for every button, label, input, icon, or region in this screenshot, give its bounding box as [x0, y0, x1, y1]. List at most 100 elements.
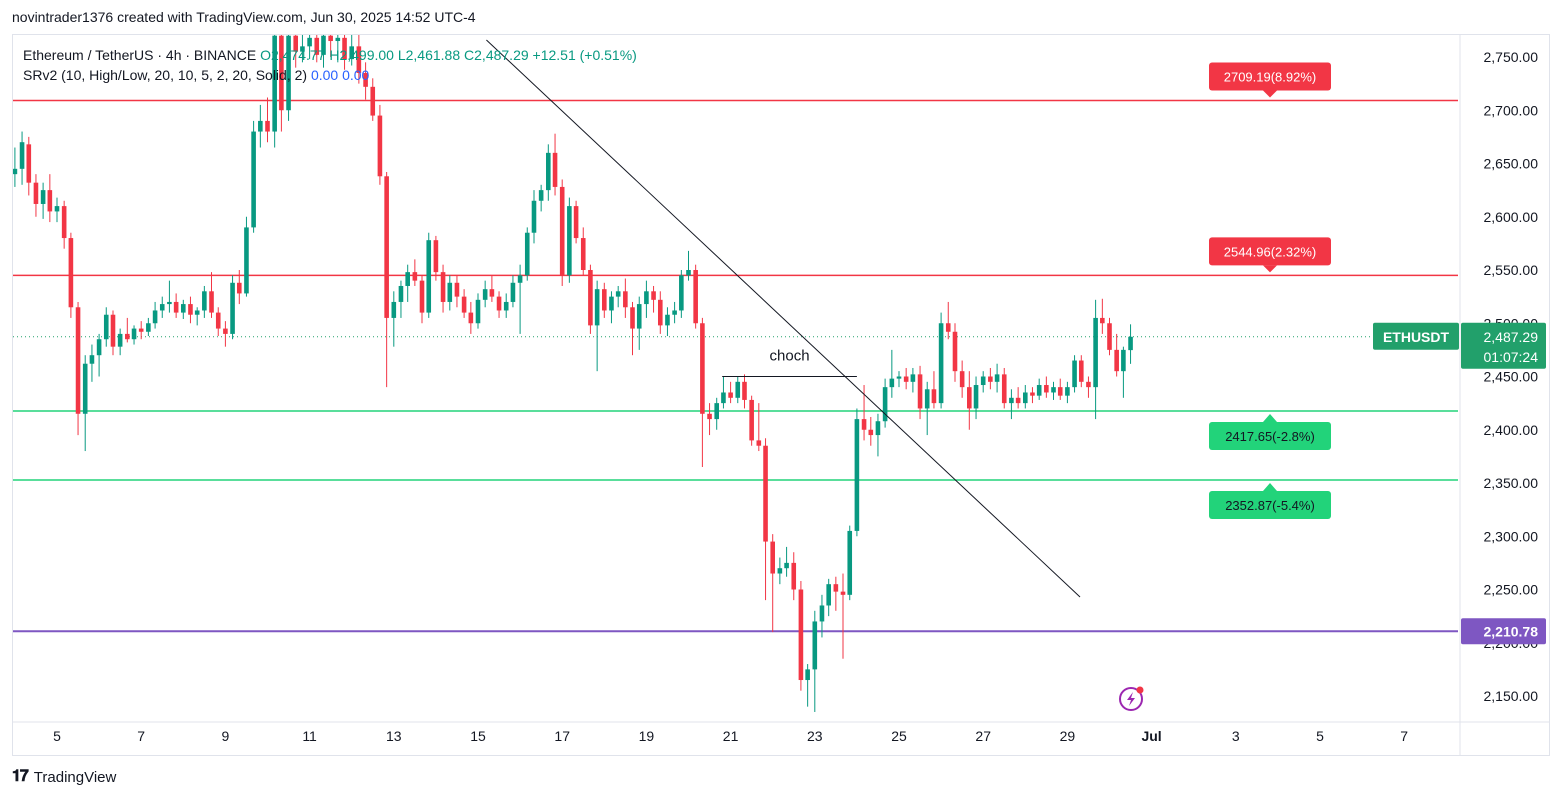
- candle-body: [454, 282, 460, 297]
- candle-body: [938, 323, 944, 404]
- candle-body: [349, 46, 354, 60]
- candle-body: [868, 429, 874, 436]
- candle-body: [552, 152, 558, 187]
- candle-body: [756, 440, 762, 446]
- candle-body: [531, 200, 537, 233]
- candle-body: [1009, 397, 1014, 404]
- y-tick-label: 2,600.00: [1484, 209, 1539, 225]
- candle-body: [321, 35, 326, 55]
- indicator-value-2: 0.00: [342, 67, 370, 83]
- candle-body: [440, 272, 446, 302]
- candle-body: [967, 387, 972, 409]
- candle-body: [798, 589, 804, 681]
- candle-body: [1072, 360, 1077, 388]
- open-value: O2,474.77: [260, 47, 326, 63]
- brand-name[interactable]: TradingView: [33, 768, 117, 786]
- candle-body: [279, 35, 284, 111]
- candle-body: [75, 307, 81, 414]
- level-tag-text: 2544.96(2.32%): [1224, 244, 1317, 259]
- y-tick-label: 2,450.00: [1484, 369, 1539, 385]
- candle-body: [272, 35, 277, 132]
- x-tick-label: 25: [891, 728, 907, 744]
- candle-body: [594, 289, 600, 326]
- candle-body: [342, 37, 347, 60]
- level-tag-text: 2417.65(-2.8%): [1225, 429, 1315, 444]
- candle-body: [567, 206, 572, 276]
- candle-body: [475, 299, 481, 324]
- candle-body: [1107, 323, 1112, 350]
- candle-body: [812, 621, 818, 670]
- candle-body: [173, 301, 179, 313]
- lightning-icon-dot: [1136, 686, 1144, 694]
- attribution-header: novintrader1376 created with TradingView…: [12, 9, 476, 25]
- level-tag-box: [1209, 421, 1331, 450]
- candle-body: [875, 421, 881, 436]
- tradingview-logo-icon[interactable]: 𝟏𝟕: [12, 768, 29, 785]
- candle-body: [1030, 392, 1035, 396]
- candle-body: [777, 568, 783, 574]
- candle-body: [686, 270, 691, 276]
- candle-body: [503, 301, 509, 311]
- candle-body: [524, 232, 530, 276]
- candle-body: [188, 304, 193, 315]
- change-value: +12.51 (+0.51%): [532, 47, 637, 63]
- candle-body: [398, 285, 404, 302]
- candle-body: [517, 275, 523, 283]
- candle-body: [847, 530, 853, 595]
- candle-body: [657, 299, 663, 326]
- symbol-price-tag: ETHUSDT 2,487.29 01:07:24: [1373, 322, 1546, 369]
- y-tick-label: 2,400.00: [1484, 422, 1539, 438]
- candle-body: [468, 312, 474, 324]
- candle-body: [363, 72, 368, 87]
- candle-body: [82, 363, 88, 414]
- candle-body: [26, 144, 32, 183]
- candle-body: [742, 381, 747, 400]
- candle-body: [47, 190, 53, 212]
- candle-body: [714, 403, 720, 420]
- x-tick-label: 13: [386, 728, 402, 744]
- candle-body: [602, 289, 607, 311]
- candle-body: [805, 669, 810, 681]
- candle-body: [952, 331, 958, 372]
- legend-row-indicator: SRv2 (10, High/Low, 20, 10, 5, 2, 20, So…: [23, 65, 637, 85]
- purple-tag-text: 2,210.78: [1484, 623, 1539, 639]
- candle-body: [68, 238, 74, 308]
- candle-body: [700, 323, 705, 414]
- y-tick-label: 2,550.00: [1484, 262, 1539, 278]
- candle-body: [559, 186, 565, 276]
- y-tick-label: 2,250.00: [1484, 582, 1539, 598]
- candle-body: [735, 381, 741, 398]
- x-tick-label: 27: [975, 728, 991, 744]
- candle-body: [265, 120, 270, 132]
- countdown-text: 01:07:24: [1484, 349, 1539, 365]
- level-tag-box: [1209, 62, 1331, 91]
- level-tag-text: 2352.87(-5.4%): [1225, 498, 1315, 513]
- candle-body: [96, 339, 102, 356]
- y-tick-label: 2,150.00: [1484, 688, 1539, 704]
- candle-body: [335, 37, 341, 42]
- candle-body: [538, 190, 544, 201]
- symbol-label[interactable]: Ethereum / TetherUS · 4h · BINANCE: [23, 47, 257, 63]
- level-tag-text: 2709.19(8.92%): [1224, 69, 1317, 84]
- candle-body: [672, 310, 677, 315]
- candle-body: [328, 35, 333, 42]
- candle-body: [117, 333, 123, 347]
- indicator-label[interactable]: SRv2 (10, High/Low, 20, 10, 5, 2, 20, So…: [23, 67, 308, 83]
- candle-body: [433, 240, 439, 273]
- y-tick-label: 2,750.00: [1484, 49, 1539, 65]
- candle-body: [244, 227, 249, 294]
- candle-body: [623, 291, 628, 308]
- level-tag-pointer: [1263, 482, 1277, 491]
- candle-body: [651, 291, 656, 300]
- candle-body: [13, 168, 18, 175]
- purple-tag-box: [1461, 618, 1546, 645]
- candle-body: [665, 314, 670, 326]
- level-tag-box: [1209, 237, 1331, 266]
- candle-body: [223, 328, 228, 334]
- candle-body: [181, 304, 186, 313]
- candle-body: [251, 131, 256, 228]
- candle-body: [826, 584, 831, 606]
- level-tag-pointer: [1263, 413, 1277, 422]
- symbol-tag-text: ETHUSDT: [1383, 329, 1450, 345]
